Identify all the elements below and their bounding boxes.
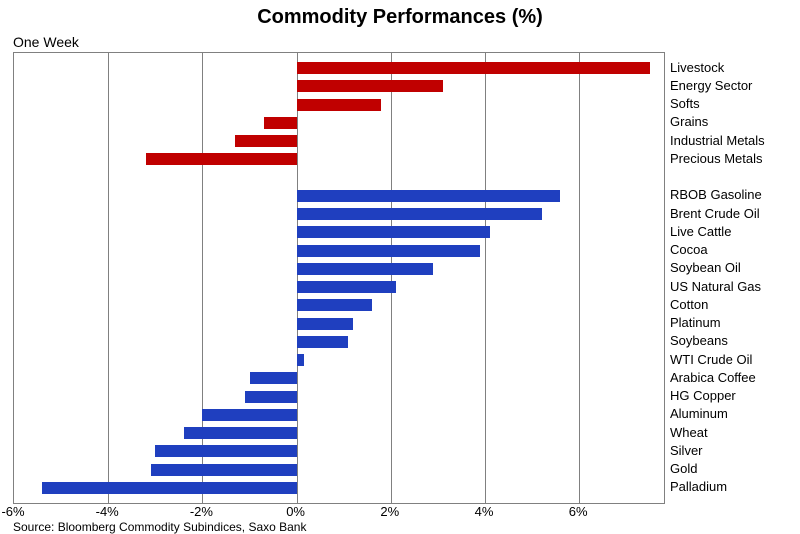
bar [297, 62, 650, 74]
bar [151, 464, 297, 476]
x-tick-label: 2% [380, 504, 399, 519]
row-label: Softs [670, 96, 700, 111]
chart-title: Commodity Performances (%) [0, 6, 800, 29]
bar [297, 318, 354, 330]
bar [297, 226, 490, 238]
gridline [108, 53, 109, 503]
source-note: Source: Bloomberg Commodity Subindices, … [13, 520, 306, 534]
plot-area [13, 52, 665, 504]
row-label: Grains [670, 114, 708, 129]
bar [202, 409, 296, 421]
row-label: Live Cattle [670, 224, 731, 239]
bar [297, 245, 481, 257]
row-label: Silver [670, 443, 703, 458]
bar [297, 263, 434, 275]
x-tick-label: -4% [96, 504, 119, 519]
row-label: Aluminum [670, 406, 728, 421]
row-label: Cotton [670, 297, 708, 312]
row-label: Brent Crude Oil [670, 206, 760, 221]
x-tick-label: 6% [569, 504, 588, 519]
row-label: Livestock [670, 60, 724, 75]
row-label: Industrial Metals [670, 133, 765, 148]
bar [297, 336, 349, 348]
row-label: Cocoa [670, 242, 708, 257]
commodity-performance-chart: Commodity Performances (%) One Week Sour… [0, 0, 800, 533]
period-label: One Week [13, 34, 79, 50]
bar [146, 153, 297, 165]
bar [297, 281, 396, 293]
bar [250, 372, 297, 384]
row-label: Gold [670, 461, 697, 476]
row-label: WTI Crude Oil [670, 352, 752, 367]
gridline [391, 53, 392, 503]
row-label: Palladium [670, 479, 727, 494]
row-label: Platinum [670, 315, 721, 330]
row-label: HG Copper [670, 388, 736, 403]
bar [245, 391, 297, 403]
gridline [579, 53, 580, 503]
bar [184, 427, 297, 439]
bar [297, 80, 443, 92]
row-label: US Natural Gas [670, 279, 761, 294]
gridline [485, 53, 486, 503]
zero-line [297, 53, 298, 503]
x-tick-label: 0% [286, 504, 305, 519]
row-label: Soybean Oil [670, 260, 741, 275]
row-label: Soybeans [670, 333, 728, 348]
bar [297, 299, 372, 311]
x-tick-label: -6% [1, 504, 24, 519]
row-label: Energy Sector [670, 78, 752, 93]
bar [264, 117, 297, 129]
bar [235, 135, 296, 147]
bar [297, 190, 561, 202]
bar [297, 208, 542, 220]
x-tick-label: -2% [190, 504, 213, 519]
row-label: Wheat [670, 425, 708, 440]
x-tick-label: 4% [475, 504, 494, 519]
row-label: Precious Metals [670, 151, 762, 166]
bar [155, 445, 296, 457]
row-label: RBOB Gasoline [670, 187, 762, 202]
bar [42, 482, 296, 494]
bar [297, 99, 382, 111]
row-label: Arabica Coffee [670, 370, 756, 385]
bar [297, 354, 304, 366]
